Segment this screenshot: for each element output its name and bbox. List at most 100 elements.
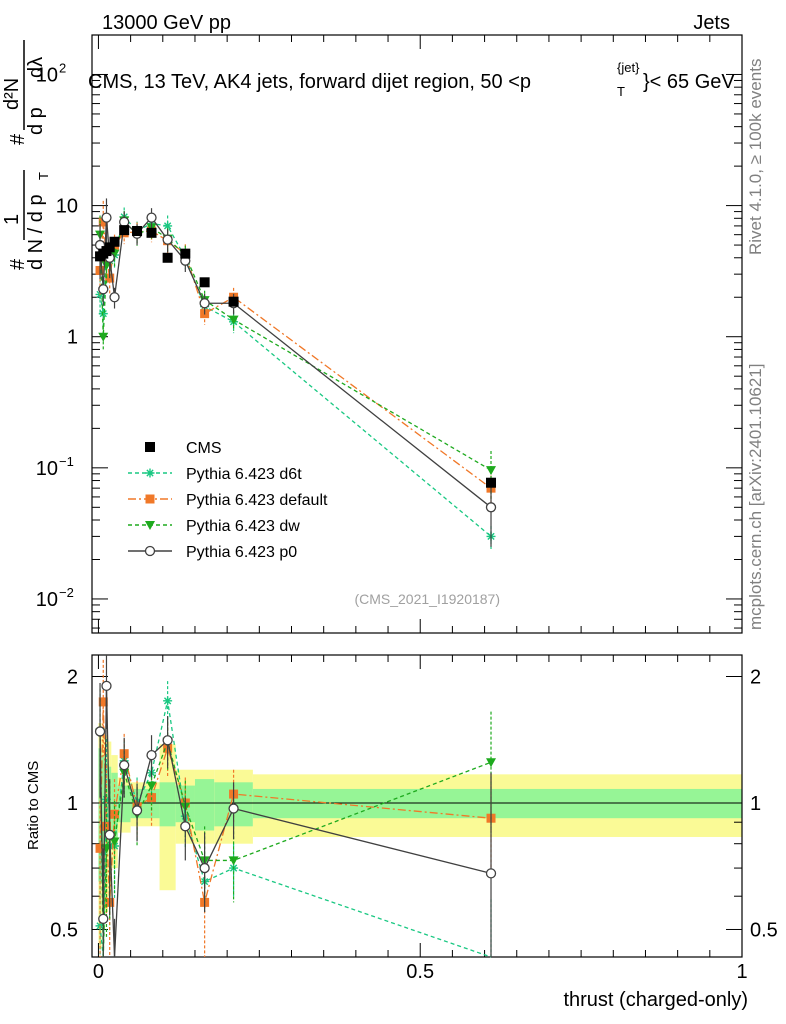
ratio-point-p0: [101, 680, 112, 692]
point-p0: [101, 212, 112, 223]
ylabel-dn: d N / d p: [25, 194, 47, 270]
point-p0: [146, 212, 157, 223]
ratio-series: [94, 655, 497, 958]
analysis-watermark: (CMS_2021_I1920187): [354, 591, 500, 607]
point-p0: [109, 292, 120, 303]
data-point: [162, 252, 173, 263]
legend-label: Pythia 6.423 dw: [186, 518, 300, 535]
point-d6t: [98, 309, 108, 319]
x-tick-label: 0.5: [406, 961, 434, 983]
band-inner: [101, 755, 105, 869]
ratio-y-label: Ratio to CMS: [25, 761, 42, 850]
ratio-point-p0: [104, 829, 115, 840]
band-inner: [194, 779, 215, 831]
point-dw: [486, 466, 497, 476]
legend-label: Pythia 6.423 d6t: [186, 466, 302, 483]
band-inner: [98, 748, 102, 882]
ratio-point-default: [95, 843, 105, 853]
y-tick-label: 1: [67, 327, 78, 349]
data-point: [180, 248, 191, 259]
ratio-tick-label-left: 1: [67, 793, 78, 815]
header-left: 13000 GeV pp: [102, 12, 231, 34]
ratio-point-p0: [228, 803, 239, 814]
ylabel-hash1: #: [7, 258, 29, 270]
ylabel-one: 1: [1, 214, 23, 225]
legend-marker-default: [145, 494, 155, 504]
y-tick-label-exp: −1: [59, 454, 74, 469]
ratio-frame: [91, 654, 743, 958]
y-tick-label-base: 10: [36, 589, 58, 611]
data-point: [132, 226, 143, 237]
mcplots-label: mcplots.cern.ch [arXiv:2401.10621]: [746, 364, 765, 630]
ratio-point-p0: [119, 760, 130, 771]
ylabel-hash2: #: [7, 133, 29, 145]
ratio-point-p0: [199, 862, 210, 874]
ratio-point-p0: [485, 868, 497, 879]
ylabel-dlambda: dλ: [25, 57, 47, 78]
y-axis-label: # 1 d N / d p T # d²N d p dλ: [1, 40, 51, 270]
ratio-point-d6t: [163, 696, 173, 706]
y-tick-label-exp: 2: [59, 60, 66, 75]
point-default: [98, 217, 108, 227]
series-line-p0: [99, 216, 492, 508]
ratio-point-p0: [146, 749, 157, 761]
band-inner: [159, 782, 176, 827]
point-dw: [228, 315, 239, 325]
main-frame: [91, 34, 743, 634]
band-inner: [252, 788, 742, 819]
legend-label: Pythia 6.423 p0: [186, 544, 297, 561]
x-axis-label: thrust (charged-only): [563, 989, 748, 1011]
band-inner: [104, 762, 109, 856]
y-tick-label-exp: −2: [59, 585, 74, 600]
ylabel-d2n: d²N: [1, 78, 23, 110]
ratio-point-dw: [109, 837, 120, 847]
rivet-label: Rivet 4.1.0, ≥ 100k events: [746, 59, 765, 255]
point-p0: [199, 298, 210, 309]
title-main: CMS, 13 TeV, AK4 jets, forward dijet reg…: [88, 71, 531, 93]
ratio-point-default: [110, 809, 120, 819]
ratio-tick-label-right: 2: [750, 666, 761, 688]
x-tick-label: 1: [736, 961, 747, 983]
ratio-tick-label-right: 0.5: [750, 919, 778, 941]
x-tick-label: 0: [93, 961, 104, 983]
main-series: [94, 198, 497, 550]
ratio-tick-label-left: 2: [67, 666, 78, 688]
legend-label: CMS: [186, 440, 222, 457]
ratio-point-p0: [180, 821, 191, 832]
point-dw: [98, 332, 109, 342]
ratio-point-dw: [146, 781, 157, 791]
y-tick-label-base: 10: [36, 458, 58, 480]
plot-title: CMS, 13 TeV, AK4 jets, forward dijet reg…: [88, 60, 735, 99]
data-point: [486, 477, 497, 488]
legend: CMS Pythia 6.423 d6t Pythia 6.423 default P…: [128, 440, 328, 561]
legend-label: Pythia 6.423 default: [186, 492, 328, 509]
ylabel-dpt: d p: [25, 107, 47, 135]
point-p0: [162, 234, 173, 245]
band-inner: [117, 785, 131, 823]
legend-marker-dw: [145, 521, 155, 530]
y-tick-label-base: 10: [36, 64, 58, 86]
ratio-point-default: [98, 697, 108, 707]
ratio-point-dw: [486, 758, 497, 768]
ratio-uncertainty-bands: [98, 723, 742, 949]
point-d6t: [163, 221, 173, 231]
data-point: [228, 296, 239, 307]
ratio-tick-label-right: 1: [750, 793, 761, 815]
legend-marker-p0: [144, 545, 156, 557]
data-point: [146, 227, 157, 238]
title-sub: T: [617, 84, 625, 99]
legend-marker-cms: [145, 442, 155, 452]
ratio-point-p0: [162, 735, 173, 746]
ratio-point-p0: [98, 913, 109, 924]
header-right: Jets: [693, 12, 730, 34]
ratio-tick-label-left: 0.5: [50, 919, 78, 941]
series-line-default: [99, 221, 492, 489]
title-end: }< 65 GeV: [643, 71, 735, 93]
title-sup: {jet}: [617, 60, 640, 75]
legend-marker-d6t: [145, 468, 155, 478]
series-line-d6t: [99, 215, 492, 537]
point-p0: [485, 502, 497, 513]
data-point: [104, 242, 115, 253]
ratio-point-dw: [228, 856, 239, 866]
